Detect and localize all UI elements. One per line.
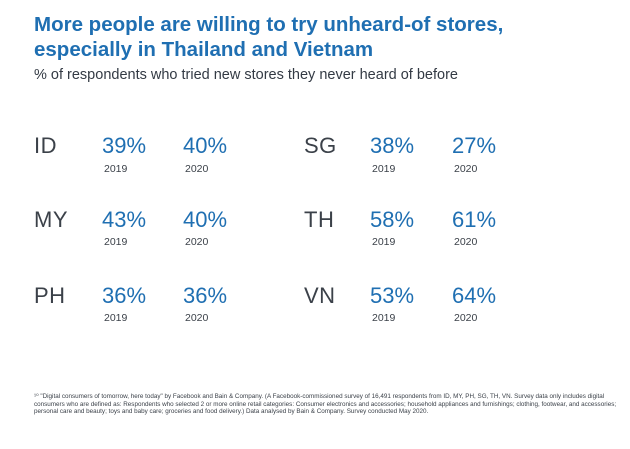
- value-my-2019: 43%: [102, 207, 147, 232]
- footnote: ¹⁰ "Digital consumers of tomorrow, here …: [34, 393, 617, 416]
- year-label-id-2020: 2020: [185, 163, 209, 175]
- value-sg-2019: 38%: [370, 133, 415, 158]
- year-label-my-2020: 2020: [185, 236, 209, 248]
- value-th-2020: 61%: [452, 207, 497, 232]
- year-label-sg-2020: 2020: [454, 163, 478, 175]
- value-ph-2020: 36%: [183, 283, 228, 308]
- year-label-ph-2020: 2020: [185, 312, 209, 324]
- chart-subtitle: % of respondents who tried new stores th…: [34, 67, 458, 83]
- year-label-th-2019: 2019: [372, 236, 396, 248]
- value-sg-2020: 27%: [452, 133, 497, 158]
- year-label-id-2019: 2019: [104, 163, 128, 175]
- value-th-2019: 58%: [370, 207, 415, 232]
- year-label-ph-2019: 2019: [104, 312, 128, 324]
- year-label-my-2019: 2019: [104, 236, 128, 248]
- country-label-vn: VN: [304, 283, 336, 308]
- year-label-th-2020: 2020: [454, 236, 478, 248]
- value-vn-2020: 64%: [452, 283, 497, 308]
- country-label-id: ID: [34, 133, 57, 158]
- value-ph-2019: 36%: [102, 283, 147, 308]
- country-label-th: TH: [304, 207, 335, 232]
- value-id-2019: 39%: [102, 133, 147, 158]
- country-label-my: MY: [34, 207, 68, 232]
- chart-title: More people are willing to try unheard-o…: [34, 13, 504, 61]
- year-label-vn-2019: 2019: [372, 312, 396, 324]
- value-vn-2019: 53%: [370, 283, 415, 308]
- country-label-sg: SG: [304, 133, 337, 158]
- year-label-vn-2020: 2020: [454, 312, 478, 324]
- value-id-2020: 40%: [183, 133, 228, 158]
- year-label-sg-2019: 2019: [372, 163, 396, 175]
- country-label-ph: PH: [34, 283, 66, 308]
- value-my-2020: 40%: [183, 207, 228, 232]
